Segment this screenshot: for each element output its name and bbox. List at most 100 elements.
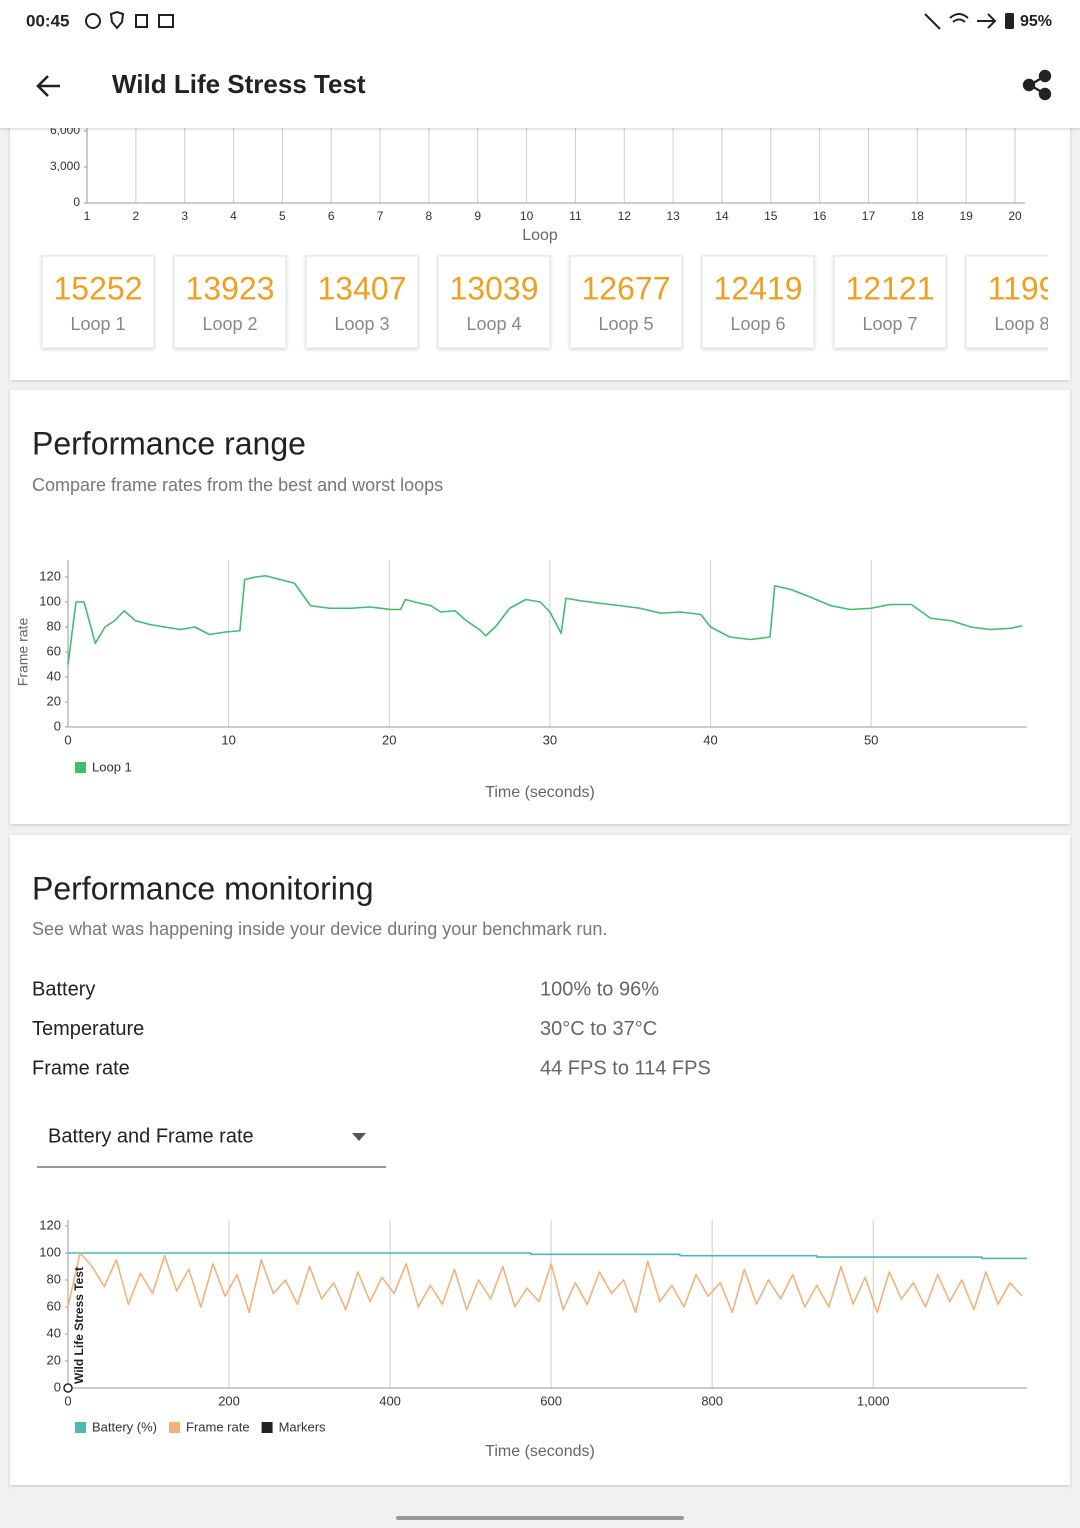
x-tick-label: 12	[618, 209, 632, 223]
loop-label: Loop 8	[994, 314, 1049, 334]
clock: 00:45	[26, 11, 69, 30]
x-tick-label: 0	[64, 732, 71, 747]
back-button[interactable]	[36, 75, 60, 97]
legend-swatch	[169, 1422, 181, 1433]
y-tick-label: 3,000	[50, 159, 80, 173]
x-tick-label: 19	[959, 209, 973, 223]
x-tick-label: 11	[569, 209, 582, 223]
score-chart: 1 2 3 4 5 6 7 8 9 10 11 12 13 14 15 16 17 18 19 2003,0006,0…	[50, 128, 1025, 244]
y-tick-label: 100	[39, 593, 61, 608]
series-line	[67, 574, 1023, 665]
legend-label: Frame rate	[186, 1419, 250, 1434]
legend-swatch	[75, 762, 86, 773]
x-tick-label: 5	[279, 209, 286, 223]
loop-label: Loop 2	[202, 314, 257, 334]
y-tick-label: 40	[47, 668, 61, 683]
loop-label: Loop 4	[466, 314, 521, 334]
x-tick-label: 1,000	[857, 1393, 890, 1408]
x-tick-label: 10	[221, 732, 235, 747]
x-tick-label: 3	[181, 209, 188, 223]
card	[10, 390, 1070, 824]
series-line	[68, 1252, 1027, 1260]
stat-label: Frame rate	[32, 1057, 130, 1079]
range-chart: 0 10 20 30 40 50 0 20 40 60 80 100 120 Time (seconds)…	[15, 560, 1027, 801]
y-tick-label: 120	[39, 1217, 61, 1232]
y-tick-label: 80	[47, 1271, 61, 1286]
app-title: Wild Life Stress Test	[112, 69, 366, 99]
marker	[63, 1383, 73, 1393]
x-tick-label: 2	[132, 209, 139, 223]
status-icons	[85, 10, 997, 30]
x-tick-label: 50	[864, 732, 878, 747]
x-tick-label: 13	[666, 209, 680, 223]
y-tick-label: 0	[73, 195, 80, 209]
stat-value: 30°C to 37°C	[540, 1018, 657, 1040]
y-tick-label: 40	[47, 1325, 61, 1340]
x-tick-label: 6	[328, 209, 335, 223]
x-tick-label: 200	[218, 1393, 240, 1408]
x-tick-label: 15	[764, 209, 778, 223]
loop-label: Loop 1	[70, 314, 125, 334]
loop-score: 1199	[988, 270, 1057, 306]
app-bar	[0, 0, 1080, 128]
y-tick-label: 120	[39, 568, 61, 583]
y-tick-label: 20	[47, 693, 61, 708]
legend-label: Battery (%)	[92, 1419, 157, 1434]
stat-value: 100% to 96%	[540, 978, 659, 1000]
y-tick-label: 60	[47, 1298, 61, 1313]
x-tick-label: 400	[379, 1393, 401, 1408]
loop-score: 15252	[54, 270, 143, 306]
loop-label: Loop 6	[730, 314, 785, 334]
x-tick-label: 7	[377, 209, 384, 223]
legend-swatch	[75, 1422, 86, 1433]
y-tick-label: 20	[47, 1352, 61, 1367]
x-tick-label: 30	[543, 732, 557, 747]
loop-card	[173, 255, 287, 349]
stat-value: 44 FPS to 114 FPS	[540, 1057, 711, 1079]
loop-score: 13923	[186, 270, 275, 306]
x-tick-label: 40	[703, 732, 717, 747]
loop-label: Loop 7	[862, 314, 917, 334]
y-tick-label: 0	[54, 718, 61, 733]
loop-card	[437, 255, 551, 349]
loop-score: 12121	[846, 270, 935, 306]
legend-swatch	[261, 1422, 273, 1433]
y-tick-label: 100	[39, 1244, 61, 1259]
x-tick-label: 17	[862, 209, 876, 223]
y-tick-label: 80	[47, 618, 61, 633]
x-tick-label: 20	[382, 732, 396, 747]
stat-label: Battery	[32, 978, 95, 1000]
battery-level: 95%	[1020, 13, 1052, 30]
x-tick-label: 20	[1008, 209, 1022, 223]
section-subtitle: Compare frame rates from the best and wo…	[32, 475, 443, 495]
dropdown-arrow[interactable]	[352, 1133, 366, 1141]
share-button[interactable]	[1022, 69, 1052, 101]
y-axis-label: Frame rate	[15, 618, 31, 687]
x-tick-label: 9	[474, 209, 481, 223]
dropdown[interactable]: Battery and Frame rate	[48, 1125, 254, 1147]
loop-card	[305, 255, 419, 349]
loop-card	[569, 255, 683, 349]
loop-label: Loop 5	[598, 314, 653, 334]
x-tick-label: 0	[64, 1393, 71, 1408]
stats: Battery 100% to 96% Temperature 30°C to 37°…	[32, 978, 711, 1079]
loop-score: 12677	[582, 270, 671, 306]
loop-card	[41, 255, 155, 349]
x-tick-label: 1	[84, 209, 91, 223]
marker-label: Wild Life Stress Test	[72, 1267, 86, 1384]
loop-card	[701, 255, 815, 349]
loop-score: 13039	[450, 270, 539, 306]
loop-card	[833, 255, 947, 349]
x-tick-label: 18	[911, 209, 925, 223]
x-tick-label: 600	[540, 1393, 562, 1408]
y-tick-label: 0	[54, 1379, 61, 1394]
x-tick-label: 14	[715, 209, 729, 223]
card	[10, 835, 1070, 1485]
nav-handle[interactable]	[396, 1516, 684, 1520]
section-title: Performance range	[32, 425, 306, 461]
x-axis-label: Time (seconds)	[485, 784, 595, 801]
x-axis-label: Loop	[522, 227, 558, 244]
legend-label: Loop 1	[92, 759, 132, 774]
